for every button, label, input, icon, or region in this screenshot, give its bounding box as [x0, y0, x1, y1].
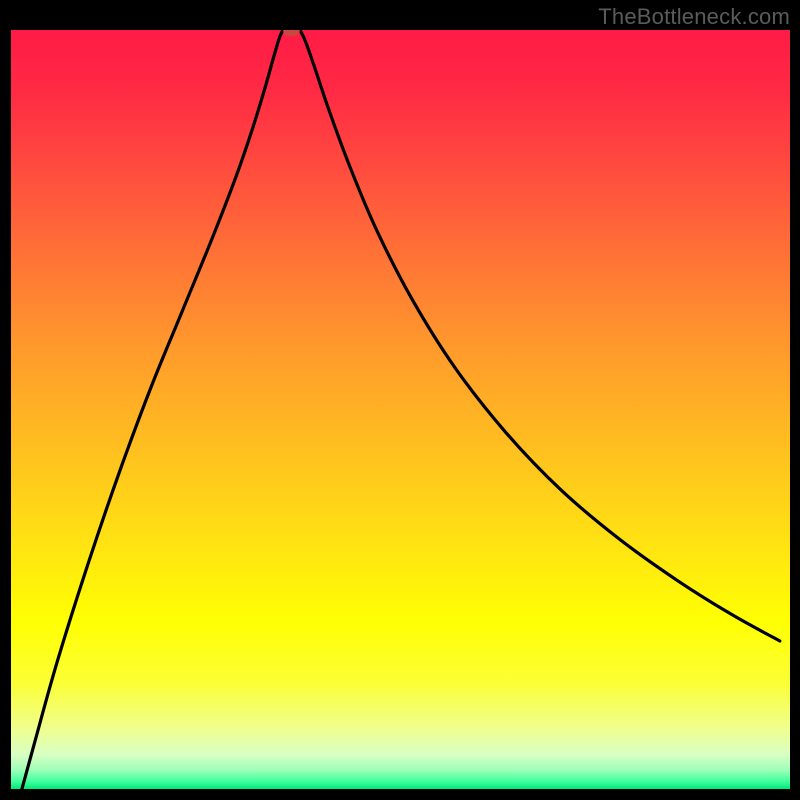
bottleneck-curve-chart: [0, 0, 800, 800]
watermark-text: TheBottleneck.com: [598, 4, 790, 30]
chart-frame: [0, 0, 800, 800]
